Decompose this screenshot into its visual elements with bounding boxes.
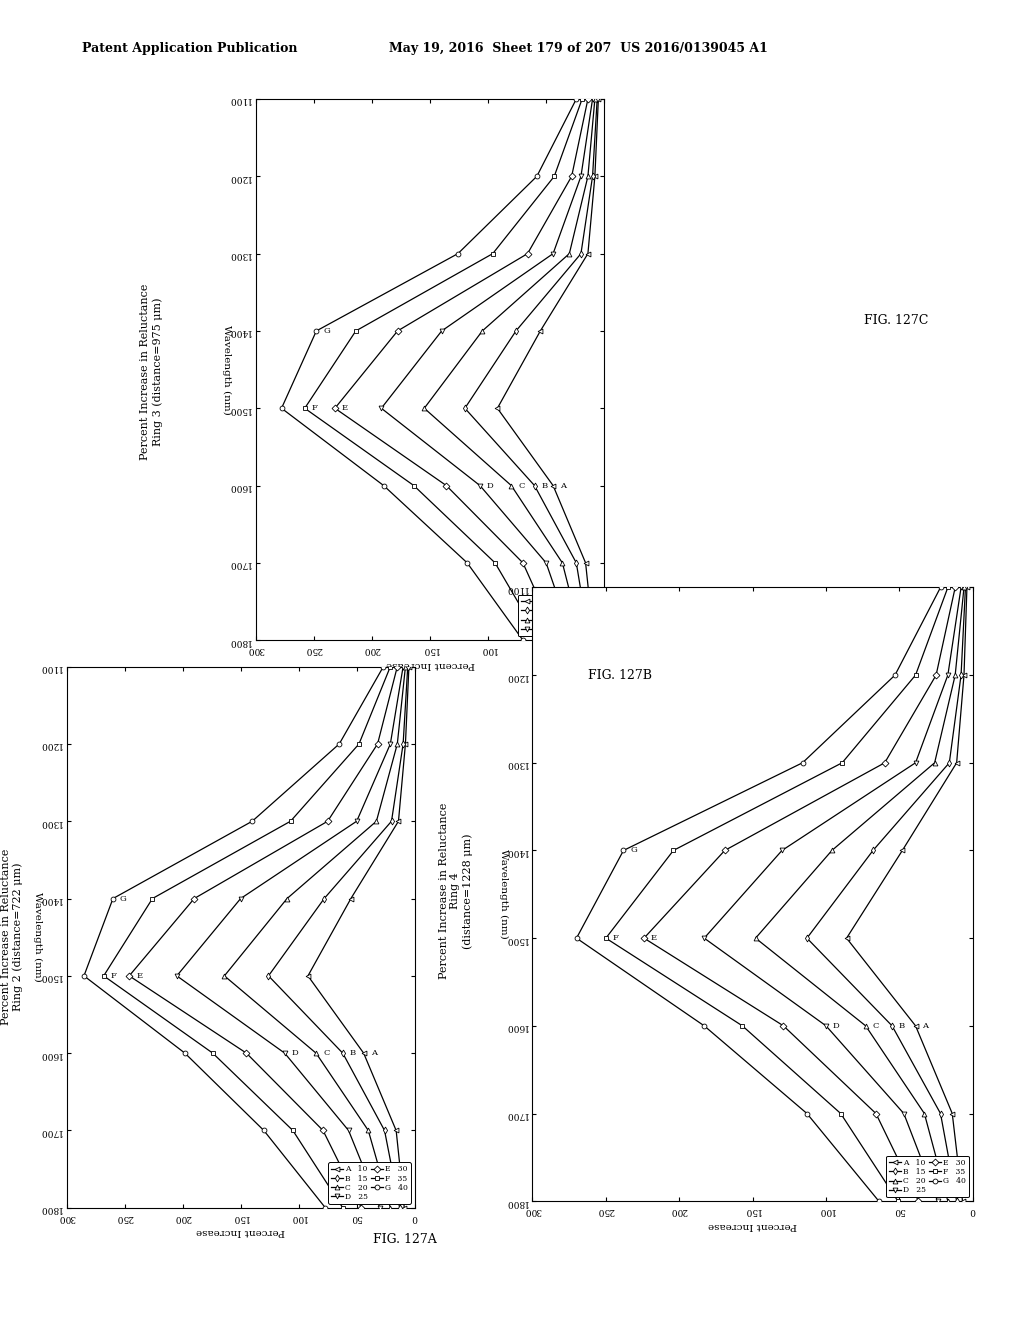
Text: D: D <box>487 482 494 490</box>
Text: B: B <box>542 482 548 490</box>
Text: A: A <box>560 482 566 490</box>
Text: F: F <box>612 935 618 942</box>
Text: E: E <box>136 972 142 979</box>
Text: D: D <box>833 1022 840 1030</box>
Text: E: E <box>651 935 657 942</box>
X-axis label: Percent Increase: Percent Increase <box>386 660 474 669</box>
Text: Patent Application Publication: Patent Application Publication <box>82 42 297 55</box>
Text: C: C <box>872 1022 879 1030</box>
X-axis label: Percent Increase: Percent Increase <box>197 1228 285 1237</box>
Text: Percent Increase in Reluctance
Ring 4
(distance=1228 μm): Percent Increase in Reluctance Ring 4 (d… <box>438 803 473 979</box>
Text: G: G <box>631 846 637 854</box>
Text: G: G <box>120 895 127 903</box>
X-axis label: Percent Increase: Percent Increase <box>709 1221 797 1230</box>
Legend: A   10, B   15, C   20, D   25, E   30, F   35, G   40: A 10, B 15, C 20, D 25, E 30, F 35, G 40 <box>518 595 600 636</box>
Y-axis label: Wavelength (nm): Wavelength (nm) <box>222 325 231 414</box>
Text: FIG. 127C: FIG. 127C <box>864 314 928 327</box>
Text: G: G <box>324 327 330 335</box>
Text: FIG. 127B: FIG. 127B <box>588 669 651 682</box>
Text: FIG. 127A: FIG. 127A <box>373 1233 436 1246</box>
Text: Percent Increase in Reluctance
Ring 2 (distance=722 μm): Percent Increase in Reluctance Ring 2 (d… <box>1 849 24 1026</box>
Text: C: C <box>518 482 524 490</box>
Text: May 19, 2016  Sheet 179 of 207  US 2016/0139045 A1: May 19, 2016 Sheet 179 of 207 US 2016/01… <box>389 42 768 55</box>
Text: F: F <box>111 972 117 979</box>
Legend: A   10, B   15, C   20, D   25, E   30, F   35, G   40: A 10, B 15, C 20, D 25, E 30, F 35, G 40 <box>329 1163 411 1204</box>
Text: Percent Increase in Reluctance
Ring 3 (distance=975 μm): Percent Increase in Reluctance Ring 3 (d… <box>140 284 163 461</box>
Y-axis label: Wavelength (nm): Wavelength (nm) <box>499 850 508 939</box>
Text: A: A <box>371 1049 377 1057</box>
Text: F: F <box>311 404 317 412</box>
Y-axis label: Wavelength (nm): Wavelength (nm) <box>33 892 42 982</box>
Text: D: D <box>292 1049 298 1057</box>
Text: A: A <box>923 1022 929 1030</box>
Text: B: B <box>899 1022 905 1030</box>
Legend: A   10, B   15, C   20, D   25, E   30, F   35, G   40: A 10, B 15, C 20, D 25, E 30, F 35, G 40 <box>887 1156 969 1197</box>
Text: E: E <box>342 404 348 412</box>
Text: B: B <box>350 1049 355 1057</box>
Text: C: C <box>323 1049 330 1057</box>
